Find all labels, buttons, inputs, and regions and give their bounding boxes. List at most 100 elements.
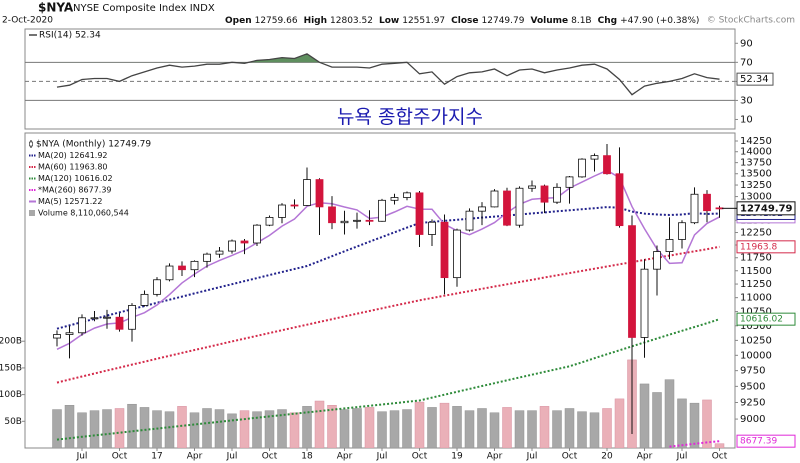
quote-label: High: [304, 16, 327, 26]
y-tick-label: 9750: [740, 366, 765, 377]
candle-body: [628, 225, 636, 338]
candle-body: [653, 251, 661, 270]
volume-bar: [564, 408, 575, 448]
rsi-overbought-fill: [57, 53, 720, 63]
x-tick-label: 18: [301, 452, 313, 462]
moving-average-line: [56, 206, 720, 330]
quote-value: 12803.52: [330, 16, 373, 26]
volume-bar: [202, 408, 212, 448]
x-tick-label: 17: [151, 452, 162, 462]
candle-body: [465, 210, 474, 231]
rsi-tick-label: 70: [740, 57, 753, 68]
x-tick-label: Oct: [712, 452, 728, 462]
candle-body: [603, 155, 611, 175]
candle-body: [578, 158, 586, 178]
volume-bar: [489, 412, 500, 448]
candle-body: [403, 192, 411, 198]
candle-body: [715, 207, 724, 210]
rsi-tick-label: 10: [740, 114, 753, 125]
candle-body: [540, 185, 549, 203]
legend-candle-icon-body: [29, 141, 33, 147]
legend-volume-swatch: [29, 210, 35, 216]
candle-body: [440, 221, 449, 279]
y-tick-label: 13000: [740, 192, 772, 203]
volume-bar: [427, 407, 437, 448]
candle-body: [565, 176, 574, 188]
volume-bar: [327, 405, 337, 448]
x-tick-label: 19: [451, 452, 463, 462]
volume-bar: [239, 410, 250, 448]
volume-bar: [652, 392, 662, 448]
volume-bar: [677, 398, 687, 448]
candle-body: [503, 190, 511, 226]
volume-bar: [414, 401, 425, 448]
legend-entry: MA(60) 11963.80: [38, 163, 108, 172]
legend-entry: MA(20) 12641.92: [38, 151, 108, 160]
x-tick-label: Apr: [487, 452, 503, 462]
volume-bar: [452, 406, 462, 448]
x-tick-label: Jul: [676, 452, 688, 462]
credit: © StockCharts.com: [707, 16, 795, 26]
x-tick-label: Jul: [526, 452, 538, 462]
x-tick-label: Apr: [187, 452, 203, 462]
candle-body: [78, 317, 86, 334]
candle-body: [290, 204, 299, 207]
y-tick-label: 9000: [740, 414, 765, 425]
candle-body: [65, 332, 74, 335]
volume-bar: [352, 408, 362, 448]
x-tick-label: Oct: [562, 452, 578, 462]
volume-bar: [539, 406, 550, 448]
candle-body: [215, 250, 224, 255]
volume-bar: [664, 379, 675, 448]
volume-bar: [527, 410, 537, 448]
candle-body: [353, 219, 361, 222]
y-tick-label: 14000: [740, 147, 772, 158]
x-tick-label: Oct: [412, 452, 428, 462]
y-tick-label: 12250: [740, 228, 772, 239]
symbol: $NYA: [38, 1, 74, 15]
y-tick-label: 13250: [740, 180, 772, 191]
x-tick-label: Apr: [337, 452, 353, 462]
volume-bar: [139, 407, 150, 448]
moving-average-line: [56, 318, 720, 441]
candle-body: [203, 253, 211, 262]
last-value-box: [736, 312, 796, 326]
rsi-tick-label: 30: [740, 95, 753, 106]
y-tick-label: 10250: [740, 335, 772, 346]
moving-average-line: [56, 245, 720, 384]
y2-tick-label: 150B: [0, 363, 22, 373]
quote: Open 12759.66 High 12803.52 Low 12551.97 Close…: [225, 16, 699, 26]
volume-bar: [377, 411, 387, 448]
candle-body: [703, 193, 711, 212]
candle-body: [678, 222, 686, 240]
y-tick-label: 13750: [740, 158, 772, 169]
last-value-label: 10616.02: [740, 315, 783, 325]
legend-entry: *MA(260) 8677.39: [38, 186, 112, 195]
candle-body: [153, 279, 161, 295]
x-tick-label: 20: [601, 452, 613, 462]
candle-body: [315, 179, 324, 208]
volume-bar: [639, 383, 650, 448]
quote-label: Close: [451, 16, 478, 26]
volume-bar: [77, 412, 87, 448]
volume-bar: [702, 399, 712, 448]
x-tick-label: Oct: [112, 452, 128, 462]
y-tick-label: 13500: [740, 169, 772, 180]
rsi-value-label: 52.34: [740, 74, 769, 85]
volume-bar: [114, 408, 125, 448]
y-tick-label: 9250: [740, 398, 765, 409]
candle-body: [265, 217, 274, 226]
y-tick-label: 9500: [740, 381, 765, 392]
volume-bar: [339, 409, 350, 448]
volume-bar: [102, 409, 112, 448]
candle-body: [140, 293, 149, 306]
rsi-panel: [24, 28, 736, 130]
volume-bar: [439, 402, 450, 448]
volume-bar: [552, 410, 562, 448]
candle-body: [478, 206, 486, 212]
volume-bar: [714, 443, 725, 448]
volume-bar: [602, 408, 612, 448]
candle-body: [128, 305, 136, 330]
quote-label: Open: [225, 16, 252, 26]
